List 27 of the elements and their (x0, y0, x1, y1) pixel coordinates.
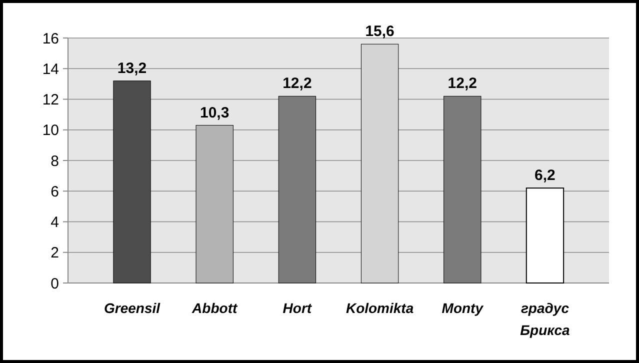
bar (196, 125, 234, 284)
x-tick-label: Abbott (191, 300, 238, 316)
x-tick-label: Monty (442, 300, 484, 316)
y-tick-label: 6 (50, 183, 59, 200)
bar (526, 188, 564, 284)
x-tick-label: Greensil (104, 300, 162, 316)
y-tick-label: 8 (50, 152, 59, 170)
bar (360, 44, 399, 284)
data-label: 15,6 (365, 23, 394, 40)
y-tick-label: 14 (42, 60, 59, 78)
data-label: 10,3 (200, 104, 230, 122)
bar (444, 96, 482, 284)
bar (278, 96, 316, 284)
data-label: 12,2 (448, 75, 477, 92)
x-tick-label: Hort (282, 300, 313, 316)
y-tick-label: 2 (50, 244, 59, 262)
data-label: 6,2 (534, 167, 556, 184)
y-tick-label: 10 (42, 122, 59, 140)
x-tick-label: Kolomikta (346, 300, 414, 316)
y-tick-label: 0 (50, 275, 59, 292)
y-tick-label: 4 (50, 214, 59, 231)
x-tick-label: градус Брикса (520, 300, 570, 338)
bar (113, 80, 151, 284)
y-tick-label: 16 (42, 30, 59, 48)
y-tick-label: 12 (42, 92, 59, 108)
data-label: 13,2 (117, 60, 147, 77)
data-label: 12,2 (282, 75, 312, 92)
